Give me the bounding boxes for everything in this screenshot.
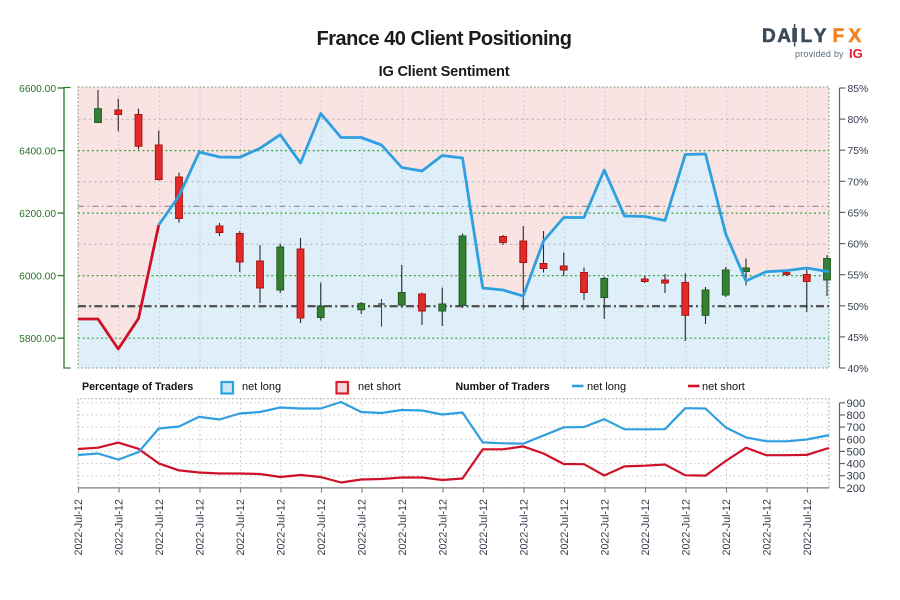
svg-text:2022-Jul-12: 2022-Jul-12 — [235, 499, 247, 555]
svg-text:85%: 85% — [848, 84, 869, 95]
svg-text:6200.00: 6200.00 — [19, 209, 56, 220]
svg-text:55%: 55% — [848, 271, 869, 282]
svg-text:D: D — [762, 26, 776, 47]
svg-text:50%: 50% — [848, 302, 869, 313]
svg-text:2022-Jul-12: 2022-Jul-12 — [762, 499, 774, 555]
svg-text:2022-Jul-12: 2022-Jul-12 — [681, 499, 693, 555]
svg-text:80%: 80% — [848, 115, 869, 126]
svg-text:2022-Jul-12: 2022-Jul-12 — [559, 499, 571, 555]
svg-text:provided by: provided by — [795, 49, 844, 59]
svg-text:net long: net long — [242, 381, 281, 393]
svg-text:2022-Jul-12: 2022-Jul-12 — [478, 499, 490, 555]
svg-text:IG Client Sentiment: IG Client Sentiment — [379, 64, 510, 80]
svg-text:2022-Jul-12: 2022-Jul-12 — [721, 499, 733, 555]
svg-text:2022-Jul-12: 2022-Jul-12 — [114, 499, 126, 555]
svg-text:2022-Jul-12: 2022-Jul-12 — [438, 499, 450, 555]
svg-text:75%: 75% — [848, 146, 869, 157]
svg-text:300: 300 — [847, 471, 866, 483]
svg-text:net long: net long — [587, 381, 626, 393]
svg-text:800: 800 — [847, 410, 866, 422]
svg-text:2022-Jul-12: 2022-Jul-12 — [519, 499, 531, 555]
svg-text:2022-Jul-12: 2022-Jul-12 — [600, 499, 612, 555]
svg-text:6000.00: 6000.00 — [19, 271, 56, 282]
svg-text:A: A — [777, 26, 791, 47]
svg-text:Percentage of Traders: Percentage of Traders — [82, 381, 193, 393]
svg-text:900: 900 — [847, 398, 866, 410]
svg-text:2022-Jul-12: 2022-Jul-12 — [357, 499, 369, 555]
svg-text:Number of Traders: Number of Traders — [456, 381, 550, 393]
svg-text:F: F — [833, 26, 845, 47]
svg-text:2022-Jul-12: 2022-Jul-12 — [73, 499, 85, 555]
svg-text:400: 400 — [847, 459, 866, 471]
svg-text:net short: net short — [358, 381, 401, 393]
svg-text:IG: IG — [849, 46, 863, 61]
svg-text:60%: 60% — [848, 240, 869, 251]
svg-text:France 40 Client Positioning: France 40 Client Positioning — [317, 28, 572, 50]
svg-text:2022-Jul-12: 2022-Jul-12 — [154, 499, 166, 555]
svg-text:45%: 45% — [848, 333, 869, 344]
svg-text:200: 200 — [847, 483, 866, 495]
svg-text:L: L — [801, 26, 813, 47]
svg-text:2022-Jul-12: 2022-Jul-12 — [397, 499, 409, 555]
svg-text:Y: Y — [814, 26, 827, 47]
svg-text:5800.00: 5800.00 — [19, 334, 56, 345]
svg-text:2022-Jul-12: 2022-Jul-12 — [276, 499, 288, 555]
svg-text:700: 700 — [847, 422, 866, 434]
svg-text:2022-Jul-12: 2022-Jul-12 — [195, 499, 207, 555]
svg-text:2022-Jul-12: 2022-Jul-12 — [802, 499, 814, 555]
svg-text:6400.00: 6400.00 — [19, 146, 56, 157]
svg-text:70%: 70% — [848, 177, 869, 188]
svg-text:X: X — [849, 26, 862, 47]
svg-text:65%: 65% — [848, 208, 869, 219]
svg-text:net short: net short — [702, 381, 745, 393]
svg-text:500: 500 — [847, 446, 866, 458]
svg-text:600: 600 — [847, 434, 866, 446]
svg-text:2022-Jul-12: 2022-Jul-12 — [316, 499, 328, 555]
svg-text:2022-Jul-12: 2022-Jul-12 — [640, 499, 652, 555]
svg-text:6600.00: 6600.00 — [19, 84, 56, 95]
svg-text:40%: 40% — [848, 364, 869, 375]
